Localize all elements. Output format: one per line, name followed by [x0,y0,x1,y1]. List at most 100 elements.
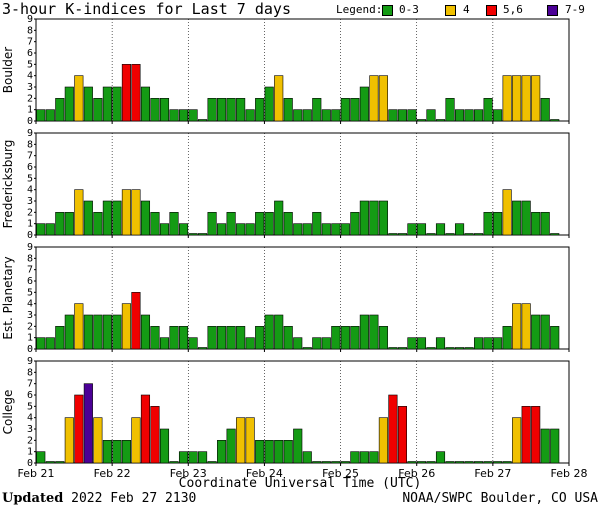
k-index-bar [464,233,474,236]
k-index-bar [264,212,274,236]
k-index-bar [264,314,274,350]
k-index-bar [264,440,274,464]
k-index-bar [217,223,227,236]
k-index-bar [45,223,55,236]
k-index-bar [226,326,236,350]
k-index-bar [312,337,322,350]
k-index-bar [226,428,236,464]
k-index-bar [159,98,170,122]
k-index-bar [378,75,388,122]
k-index-bar [445,347,455,350]
k-index-bar [502,326,512,350]
k-index-bar [435,119,446,122]
k-index-bar [350,326,360,350]
k-index-bar [83,314,93,350]
k-index-bar [378,417,388,464]
y-tick-label: 7 [27,379,33,390]
k-index-bar [340,326,350,350]
k-index-bar [131,292,141,350]
k-index-bar [112,314,122,350]
x-tick-label: Feb 24 [246,467,283,480]
k-index-bar [226,212,236,236]
k-index-bar [359,314,369,350]
y-tick-label: 4 [27,413,33,424]
k-index-bar [293,109,303,122]
k-index-bar [550,119,560,122]
k-index-bar [188,337,198,350]
k-index-bar [416,461,427,464]
k-index-bar [150,98,160,122]
k-index-bar [112,86,122,122]
k-index-bar [64,417,74,464]
y-tick-label: 8 [27,367,33,378]
k-index-bar [454,461,465,464]
k-index-bar [93,314,103,350]
legend-text-5-6: 5,6 [503,3,523,16]
k-index-bar [283,326,293,350]
k-index-bar [502,189,512,236]
k-index-bar [493,212,503,236]
y-tick-label: 8 [27,253,33,264]
k-index-bar [64,212,74,236]
panel-ylabel: Est. Planetary [1,256,15,339]
k-index-bar [540,98,550,122]
k-index-bar [359,200,369,236]
y-tick-label: 4 [27,71,33,82]
legend-text-0-3: 0-3 [399,3,419,16]
y-tick-label: 5 [27,287,33,298]
k-index-bar [312,212,322,236]
updated-timestamp: Updated 2022 Feb 27 2130 [2,491,196,506]
k-index-bar [331,461,341,464]
k-index-bar [64,86,74,122]
k-index-bar [264,86,274,122]
k-index-bar [483,98,493,122]
k-index-bar [255,440,265,464]
y-tick-label: 3 [27,82,33,93]
k-index-bar [321,109,331,122]
legend-text-4: 4 [463,3,470,16]
k-index-bar [407,337,417,350]
k-index-bar [274,200,284,236]
k-index-bar [407,461,417,464]
k-index-bar [207,212,217,236]
k-index-bar [121,64,131,122]
x-tick-label: Feb 22 [94,467,131,480]
k-index-bar [350,212,360,236]
k-index-bar [369,200,379,236]
x-tick-label: Feb 26 [398,467,435,480]
k-index-bar [416,337,427,350]
source-credit: NOAA/SWPC Boulder, CO USA [402,491,598,506]
panel-frame [35,132,570,236]
k-index-bar [550,428,560,464]
x-tick-label: Feb 27 [474,467,511,480]
k-index-bar [207,461,217,464]
k-index-bar [445,233,455,236]
k-index-bar [159,223,170,236]
k-index-bar [93,417,103,464]
k-index-bar [293,337,303,350]
k-index-bar [521,406,531,464]
panel-ylabel: College [1,390,15,435]
k-index-bar [293,223,303,236]
k-index-bar [121,303,131,350]
k-index-bar [188,233,198,236]
k-index-bar [55,212,65,236]
legend-label: Legend: [336,3,383,16]
k-index-bar [178,223,189,236]
k-index-bar [283,98,293,122]
k-index-bar [207,326,217,350]
k-index-bar [369,314,379,350]
y-tick-label: 2 [27,93,33,104]
k-index-bar [550,326,560,350]
k-index-bar [274,440,284,464]
k-index-bar [445,461,455,464]
y-tick-label: 6 [27,48,33,59]
y-tick-label: 3 [27,424,33,435]
k-index-bar [36,223,46,236]
k-index-bar [198,451,208,464]
k-index-bar [74,75,84,122]
k-index-bar [36,451,46,464]
panel-ylabel: Fredericksburg [1,140,15,229]
k-index-bar [45,337,55,350]
